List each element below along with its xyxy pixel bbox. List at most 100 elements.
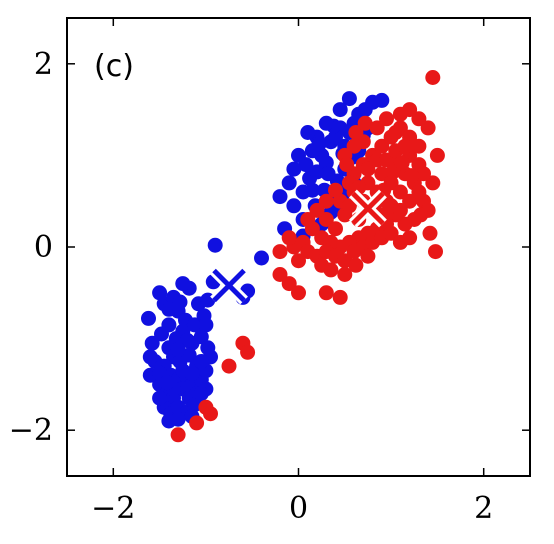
data-point-series-1 [142,349,158,365]
data-point-series-2 [394,155,410,171]
points-layer [141,70,445,443]
data-point-series-1 [170,411,186,427]
data-point-series-1 [318,155,334,171]
data-point-series-2 [392,202,408,218]
data-point-series-1 [286,198,302,214]
data-point-series-2 [404,168,419,184]
data-point-series-2 [374,138,390,154]
data-point-series-2 [203,406,218,422]
data-point-series-2 [337,267,353,282]
data-point-series-1 [161,301,177,317]
data-point-series-1 [254,250,269,266]
data-point-series-1 [272,189,288,205]
centers-layer [210,189,387,305]
data-point-series-2 [397,138,413,154]
data-point-series-2 [272,267,288,282]
data-point-series-2 [170,427,186,443]
data-point-series-1 [181,347,197,363]
data-point-series-2 [291,285,306,301]
data-point-series-1 [154,326,169,342]
data-point-series-1 [341,91,357,107]
data-point-series-1 [318,115,334,131]
data-point-series-1 [184,365,200,381]
y-tick-label: 0 [34,230,53,265]
data-point-series-2 [318,285,334,301]
data-point-series-2 [341,198,357,214]
data-point-series-2 [309,202,325,218]
data-point-series-2 [397,216,413,232]
data-point-series-2 [413,207,429,223]
data-point-series-2 [411,111,427,127]
data-point-series-2 [383,225,399,241]
data-point-series-2 [411,184,427,200]
data-point-series-2 [328,182,343,198]
data-point-series-2 [392,106,408,122]
x-tick-label: 2 [474,491,493,526]
data-point-series-2 [328,221,343,237]
data-point-series-1 [207,237,223,253]
data-point-series-1 [281,175,297,191]
ticks-layer: −2 0 2 −2 0 2 [9,18,530,526]
data-point-series-1 [141,310,156,326]
data-point-series-2 [351,180,367,195]
data-point-series-2 [402,230,418,246]
data-point-series-2 [318,193,334,209]
data-point-series-2 [339,157,355,173]
data-point-series-2 [420,120,436,136]
data-point-series-1 [309,164,325,180]
y-tick-label: 2 [34,47,53,82]
data-point-series-2 [425,175,441,191]
data-point-series-1 [144,335,160,351]
x-tick-label: −2 [91,491,135,526]
data-point-series-1 [304,182,320,198]
data-point-series-2 [281,276,297,292]
data-point-series-2 [379,111,394,127]
data-point-series-2 [411,138,427,154]
data-point-series-2 [425,70,441,85]
panel-label: (c) [94,49,134,84]
data-point-series-2 [402,193,418,209]
data-point-series-2 [272,244,288,260]
data-point-series-2 [357,115,373,131]
data-point-series-2 [221,358,237,374]
data-point-series-2 [374,166,390,182]
x-tick-label: 0 [289,491,308,526]
data-point-series-1 [175,276,191,292]
data-point-series-1 [332,102,348,118]
data-point-series-2 [281,230,297,246]
data-point-series-2 [360,248,376,264]
data-point-series-2 [323,262,339,278]
data-point-series-2 [314,230,330,246]
data-point-series-2 [348,125,364,140]
data-point-series-1 [179,332,195,348]
data-point-series-2 [416,166,431,182]
data-point-series-2 [318,212,334,227]
data-point-series-1 [320,166,336,182]
data-point-series-2 [348,257,364,273]
data-point-series-1 [200,340,216,356]
data-point-series-2 [379,152,394,168]
data-point-series-2 [360,161,376,177]
data-point-series-2 [369,120,385,136]
data-point-series-1 [311,136,327,152]
data-point-series-2 [422,225,438,241]
data-point-series-2 [392,184,408,200]
data-point-series-1 [193,386,209,402]
data-point-series-2 [385,164,401,180]
data-point-series-1 [291,147,306,163]
data-point-series-2 [300,212,316,227]
data-point-series-1 [300,125,316,140]
data-point-series-1 [172,294,188,310]
data-point-series-1 [170,342,186,358]
data-point-series-2 [388,125,404,140]
data-point-series-2 [332,289,348,305]
data-point-series-1 [159,375,175,391]
data-point-series-1 [286,161,302,177]
data-point-series-1 [198,317,214,333]
data-point-series-2 [189,415,205,431]
data-point-series-1 [187,317,203,333]
data-point-series-1 [193,329,209,345]
data-point-series-1 [374,92,390,108]
cluster-center-2 [349,189,387,228]
